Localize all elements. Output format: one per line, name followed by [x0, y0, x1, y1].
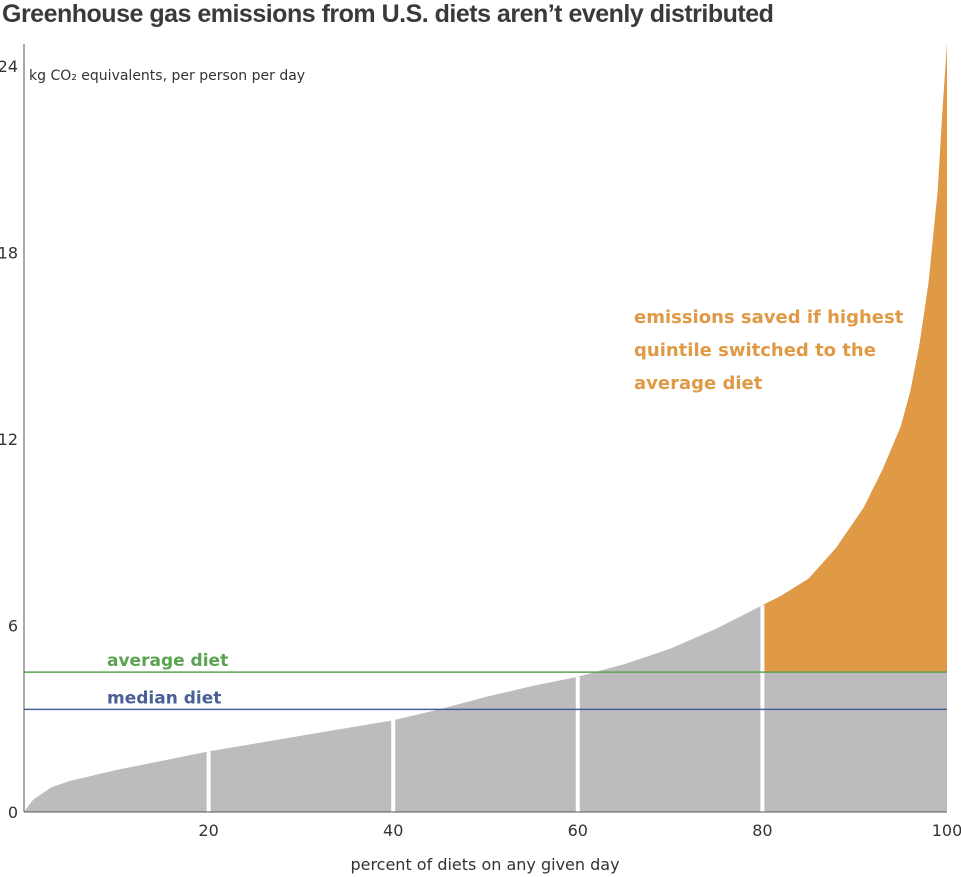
x-tick-labels: 20 40 60 80 100: [198, 821, 961, 840]
x-tick-label: 20: [198, 821, 218, 840]
x-tick-label: 40: [383, 821, 403, 840]
emissions-area: [24, 44, 947, 812]
y-tick-label: 0: [8, 803, 18, 822]
x-tick-label: 60: [568, 821, 588, 840]
y-tick-label: 24: [0, 57, 18, 76]
y-axis-label: kg CO₂ equivalents, per person per day: [29, 68, 305, 84]
y-tick-label: 12: [0, 430, 18, 449]
y-tick-label: 6: [8, 616, 18, 635]
average-diet-label: average diet: [107, 651, 228, 671]
y-tick-labels: 0 6 12 18 24: [0, 57, 18, 822]
x-tick-label: 100: [932, 821, 961, 840]
x-axis-label: percent of diets on any given day: [350, 855, 619, 874]
median-diet-label: median diet: [107, 688, 221, 708]
x-tick-label: 80: [752, 821, 772, 840]
savings-annotation: emissions saved if highest quintile switc…: [634, 307, 904, 394]
highest-quintile-savings-area: [762, 44, 947, 673]
y-tick-label: 18: [0, 243, 18, 262]
chart-title: Greenhouse gas emissions from U.S. diets…: [2, 0, 774, 28]
reference-lines: average diet median diet: [24, 651, 947, 711]
